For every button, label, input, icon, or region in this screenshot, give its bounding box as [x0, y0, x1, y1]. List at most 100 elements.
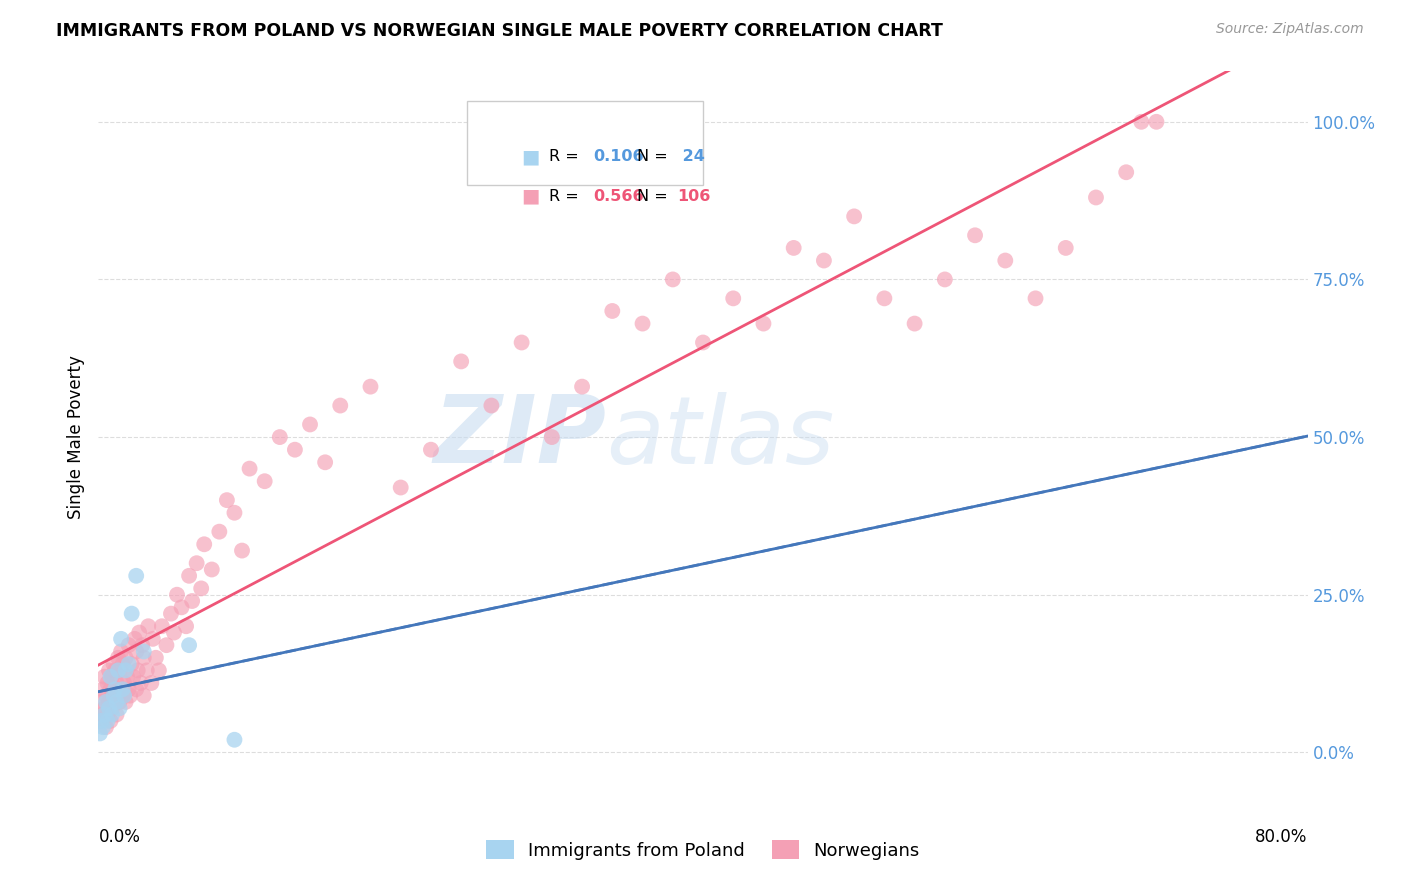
- Point: [231, 543, 253, 558]
- Point: [101, 707, 124, 722]
- Point: [692, 335, 714, 350]
- Point: [132, 689, 155, 703]
- Point: [104, 695, 127, 709]
- Point: [104, 682, 127, 697]
- Point: [91, 720, 114, 734]
- Point: [602, 304, 624, 318]
- Point: [136, 619, 159, 633]
- Point: [114, 695, 136, 709]
- Point: [114, 664, 136, 678]
- Point: [314, 455, 336, 469]
- Point: [108, 701, 131, 715]
- Point: [661, 272, 683, 286]
- Text: atlas: atlas: [606, 392, 835, 483]
- Point: [783, 241, 806, 255]
- Point: [91, 682, 114, 697]
- Point: [120, 689, 142, 703]
- Point: [129, 676, 152, 690]
- Point: [360, 379, 382, 393]
- Point: [100, 682, 122, 697]
- Point: [179, 569, 201, 583]
- Point: [1130, 115, 1153, 129]
- Point: [145, 650, 167, 665]
- Point: [121, 657, 143, 671]
- FancyBboxPatch shape: [467, 101, 703, 185]
- Point: [166, 588, 188, 602]
- Point: [124, 632, 146, 646]
- Text: 0.566: 0.566: [593, 188, 644, 203]
- Point: [89, 726, 111, 740]
- Point: [105, 707, 128, 722]
- Point: [101, 670, 124, 684]
- Point: [723, 291, 745, 305]
- Text: R =: R =: [550, 188, 585, 203]
- Point: [253, 474, 276, 488]
- Point: [965, 228, 987, 243]
- Point: [96, 714, 118, 728]
- Point: [90, 714, 112, 728]
- Point: [118, 657, 141, 671]
- Point: [111, 682, 134, 697]
- Point: [98, 701, 121, 715]
- Point: [481, 399, 503, 413]
- Point: [141, 676, 163, 690]
- Point: [100, 714, 122, 728]
- Point: [752, 317, 775, 331]
- Point: [111, 657, 134, 671]
- Point: [132, 644, 155, 658]
- Y-axis label: Single Male Poverty: Single Male Poverty: [66, 355, 84, 519]
- Point: [105, 695, 128, 709]
- Point: [201, 562, 224, 576]
- Point: [118, 638, 141, 652]
- Text: Source: ZipAtlas.com: Source: ZipAtlas.com: [1216, 22, 1364, 37]
- Point: [94, 720, 117, 734]
- Point: [96, 676, 118, 690]
- Point: [208, 524, 231, 539]
- Point: [934, 272, 956, 286]
- Text: ■: ■: [522, 186, 540, 206]
- Text: ■: ■: [522, 147, 540, 166]
- Point: [389, 481, 412, 495]
- Point: [100, 670, 122, 684]
- Point: [284, 442, 307, 457]
- Point: [98, 695, 121, 709]
- Point: [115, 670, 138, 684]
- Point: [571, 379, 593, 393]
- Text: 80.0%: 80.0%: [1256, 828, 1308, 846]
- Point: [179, 638, 201, 652]
- Point: [269, 430, 291, 444]
- Point: [299, 417, 322, 432]
- Point: [103, 657, 125, 671]
- Point: [108, 664, 131, 678]
- Point: [101, 701, 124, 715]
- Point: [631, 317, 654, 331]
- Text: IMMIGRANTS FROM POLAND VS NORWEGIAN SINGLE MALE POVERTY CORRELATION CHART: IMMIGRANTS FROM POLAND VS NORWEGIAN SING…: [56, 22, 943, 40]
- Point: [103, 689, 125, 703]
- Point: [163, 625, 186, 640]
- Point: [1085, 190, 1108, 204]
- Point: [510, 335, 533, 350]
- Point: [114, 650, 136, 665]
- Point: [90, 695, 112, 709]
- Text: R =: R =: [550, 149, 585, 164]
- Point: [224, 506, 246, 520]
- Point: [118, 682, 141, 697]
- Point: [170, 600, 193, 615]
- Point: [186, 556, 208, 570]
- Point: [420, 442, 443, 457]
- Point: [93, 701, 115, 715]
- Point: [239, 461, 262, 475]
- Point: [1054, 241, 1077, 255]
- Point: [1115, 165, 1137, 179]
- Legend: Immigrants from Poland, Norwegians: Immigrants from Poland, Norwegians: [479, 833, 927, 867]
- Point: [174, 619, 197, 633]
- Point: [150, 619, 173, 633]
- Point: [104, 664, 127, 678]
- Point: [813, 253, 835, 268]
- Point: [93, 707, 115, 722]
- Point: [148, 664, 170, 678]
- Point: [132, 650, 155, 665]
- Point: [540, 430, 562, 444]
- Text: ZIP: ZIP: [433, 391, 606, 483]
- Point: [107, 664, 129, 678]
